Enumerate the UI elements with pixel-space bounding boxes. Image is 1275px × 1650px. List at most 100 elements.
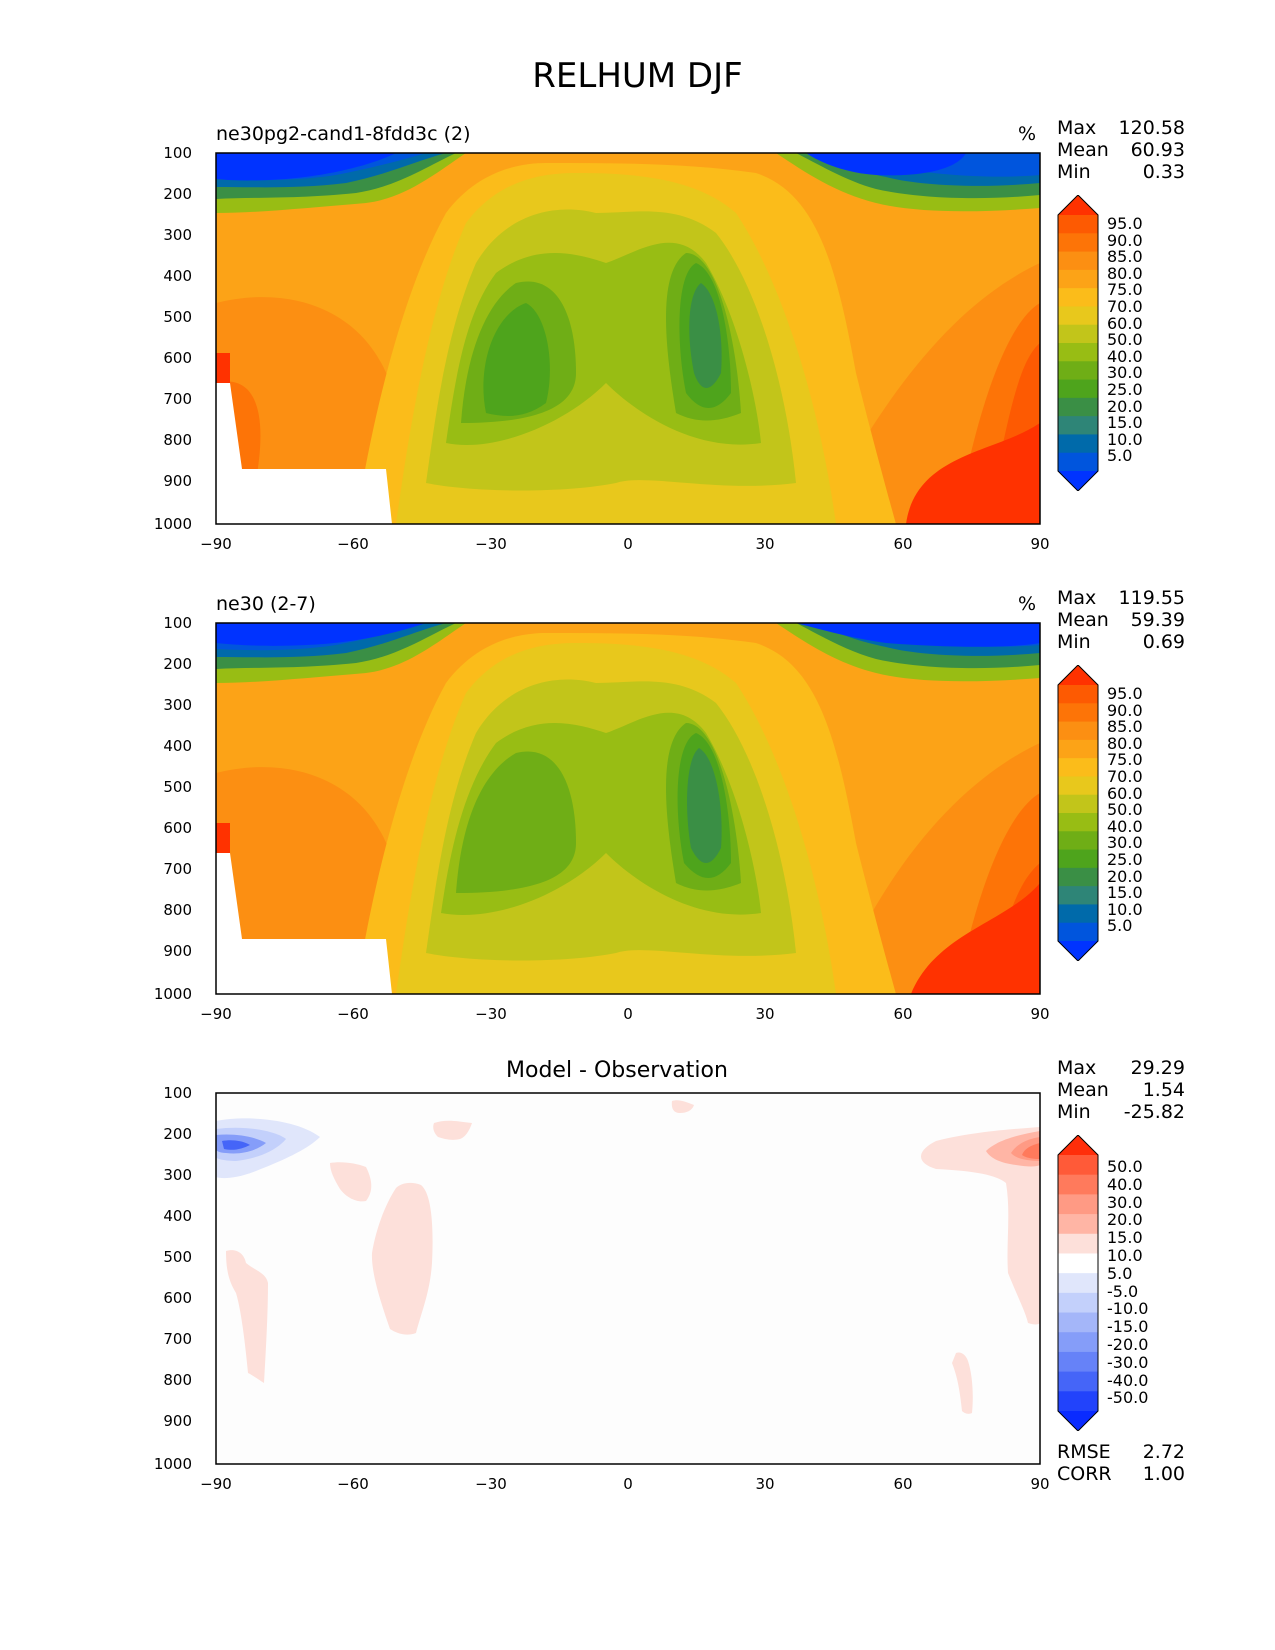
units-label: % <box>1018 123 1037 145</box>
colorbar-swatch <box>1058 703 1098 723</box>
colorbar-extend-bottom <box>1058 1411 1098 1431</box>
colorbar-label: 80.0 <box>1107 733 1143 753</box>
colorbar-label: -20.0 <box>1107 1334 1149 1354</box>
y-tick-label: 200 <box>163 1125 192 1143</box>
colorbar-swatch <box>1058 215 1098 234</box>
colorbar-labels: 95.0 90.0 85.0 80.0 75.0 70.0 60.0 50.0 … <box>1107 684 1143 936</box>
colorbar-label: 15.0 <box>1107 883 1143 903</box>
colorbar-label: 90.0 <box>1107 700 1143 720</box>
colorbar-label: 40.0 <box>1107 346 1143 366</box>
colorbar-label: 50.0 <box>1107 330 1143 350</box>
x-tick-label: 60 <box>893 535 912 553</box>
colorbar-label: 90.0 <box>1107 230 1143 250</box>
x-tick-label: 0 <box>623 535 633 553</box>
x-tick-label: 0 <box>623 1475 633 1493</box>
x-tick-label: 60 <box>893 1005 912 1023</box>
x-ticks: −90 −60 −30 0 30 60 90 <box>200 1475 1049 1493</box>
x-ticks: −90 −60 −30 0 30 60 90 <box>200 535 1049 553</box>
colorbar-swatch <box>1058 269 1098 289</box>
y-tick-label: 1000 <box>154 985 192 1003</box>
colorbar-label: 40.0 <box>1107 816 1143 836</box>
figure-title: RELHUM DJF <box>532 56 743 96</box>
stat-label: Min <box>1057 161 1091 183</box>
colorbar-swatch <box>1058 794 1098 814</box>
colorbar-swatch <box>1058 1292 1098 1314</box>
contour-plot: 100 200 300 400 500 600 700 800 900 1000… <box>154 144 1050 553</box>
colorbar-extend-top <box>1058 1135 1098 1155</box>
colorbar-swatch <box>1058 721 1098 741</box>
colorbar <box>1057 665 1099 961</box>
colorbar-blocks <box>1057 665 1099 961</box>
colorbar-swatch <box>1058 397 1098 417</box>
colorbar-label: 15.0 <box>1107 413 1143 433</box>
colorbar-label: 30.0 <box>1107 1192 1143 1212</box>
colorbar-label: 75.0 <box>1107 750 1143 770</box>
y-tick-label: 100 <box>163 1084 192 1102</box>
colorbar-swatch <box>1058 685 1098 704</box>
y-tick-label: 500 <box>163 778 192 796</box>
colorbar-swatch <box>1058 288 1098 307</box>
colorbar-swatch <box>1058 434 1098 454</box>
y-tick-label: 700 <box>163 860 192 878</box>
colorbar-swatch <box>1058 1214 1098 1235</box>
colorbar-swatch <box>1058 1253 1098 1274</box>
colorbar-label: 40.0 <box>1107 1174 1143 1194</box>
colorbar-label: 15.0 <box>1107 1228 1143 1248</box>
colorbar-label: 20.0 <box>1107 396 1143 416</box>
stat-label: Min <box>1057 1101 1091 1123</box>
stat-label: CORR <box>1057 1463 1112 1485</box>
y-tick-label: 500 <box>163 308 192 326</box>
x-tick-label: −90 <box>200 1005 232 1023</box>
colorbar-swatch <box>1058 361 1098 381</box>
y-tick-label: 300 <box>163 696 192 714</box>
x-tick-label: −60 <box>337 1475 369 1493</box>
x-tick-label: 30 <box>755 1475 774 1493</box>
stat-label: Max <box>1057 1057 1097 1079</box>
y-tick-label: 600 <box>163 349 192 367</box>
y-tick-label: 1000 <box>154 515 192 533</box>
colorbar-label: -30.0 <box>1107 1352 1149 1372</box>
colorbar-swatch <box>1058 1174 1098 1195</box>
stat-value: 29.29 <box>1130 1057 1185 1079</box>
colorbar-swatch <box>1058 1332 1098 1353</box>
y-tick-label: 700 <box>163 390 192 408</box>
colorbar-label: 5.0 <box>1107 916 1133 936</box>
colorbar-label: 95.0 <box>1107 684 1143 703</box>
colorbar-swatch <box>1058 849 1098 869</box>
colorbar-swatch <box>1058 922 1098 942</box>
colorbar-label: 30.0 <box>1107 363 1143 383</box>
y-tick-label: 400 <box>163 737 192 755</box>
stat-value: 0.33 <box>1142 161 1185 183</box>
colorbar <box>1057 195 1099 491</box>
stat-label: Mean <box>1057 609 1109 631</box>
x-tick-label: 90 <box>1030 1005 1049 1023</box>
contour-plot: 100 200 300 400 500 600 700 800 900 1000… <box>154 1084 1050 1493</box>
y-tick-label: 400 <box>163 267 192 285</box>
colorbar-label: 80.0 <box>1107 263 1143 283</box>
colorbar-label: 10.0 <box>1107 1245 1143 1265</box>
colorbar-label: 60.0 <box>1107 783 1143 803</box>
y-tick-label: 200 <box>163 655 192 673</box>
colorbar-label: 70.0 <box>1107 296 1143 316</box>
x-tick-label: 60 <box>893 1475 912 1493</box>
colorbar-label: 75.0 <box>1107 280 1143 300</box>
colorbar-extend-top <box>1058 195 1098 215</box>
x-tick-label: −60 <box>337 535 369 553</box>
stat-value: 2.72 <box>1142 1441 1185 1463</box>
colorbar-label: 50.0 <box>1107 800 1143 820</box>
stat-label: Mean <box>1057 139 1109 161</box>
y-tick-label: 900 <box>163 472 192 490</box>
panel-title: ne30 (2-7) <box>216 593 316 615</box>
y-tick-label: 800 <box>163 431 192 449</box>
colorbar-label: -40.0 <box>1107 1370 1149 1390</box>
colorbar <box>1057 1135 1099 1431</box>
x-tick-label: 30 <box>755 535 774 553</box>
stat-value: 120.58 <box>1118 117 1185 139</box>
colorbar-labels: 50.0 40.0 30.0 20.0 15.0 10.0 5.0 -5.0 -… <box>1107 1158 1148 1407</box>
colorbar-swatch <box>1058 1351 1098 1373</box>
stat-value: 1.54 <box>1142 1079 1185 1101</box>
stat-value: 1.00 <box>1142 1463 1185 1485</box>
colorbar-swatch <box>1058 379 1098 399</box>
contour-plot: 100 200 300 400 500 600 700 800 900 1000… <box>154 614 1050 1023</box>
y-tick-label: 900 <box>163 1412 192 1430</box>
